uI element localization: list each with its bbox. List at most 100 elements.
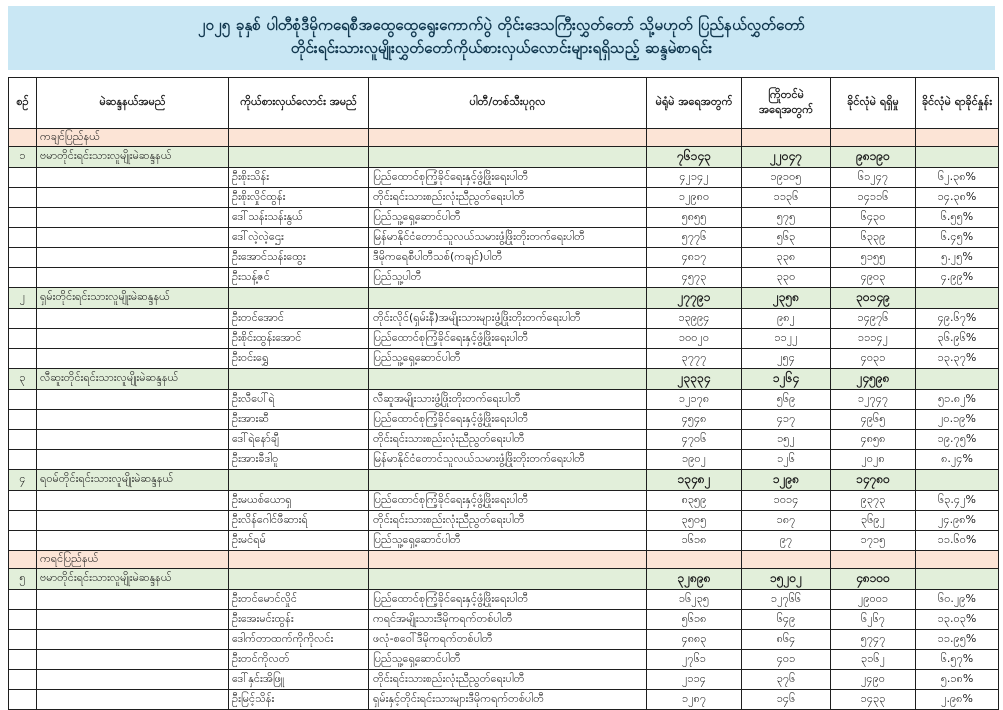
candidate-name-cell: ဒေါ်ရဲနော်ချီ — [228, 428, 369, 450]
valid-votes-cell: ၂၄၉၀ — [830, 668, 916, 690]
party-name-cell: တိုင်းလိုင်(ရှမ်းနီ)အမျိုးသားများဖွံ့ဖြိ… — [368, 307, 647, 329]
serial-cell — [8, 186, 37, 208]
serial-cell — [8, 688, 37, 710]
polling-votes-cell — [646, 549, 742, 569]
candidate-name-cell: ဦးသန့်ဇင် — [228, 266, 369, 288]
percent-cell — [915, 567, 999, 590]
party-name-cell: ပြည်သူ့ရှေ့ဆောင်ပါတီ — [368, 648, 647, 670]
percent-cell: ၃၆.၉၆% — [915, 327, 999, 349]
constituency-name-cell: ရဝမ်တိုင်းရင်းသားလူမျိုးမဲဆန္ဒနယ် — [36, 468, 229, 491]
serial-cell — [8, 549, 37, 569]
candidate-name-cell: ဦးမယစ်ယောရှ — [228, 489, 369, 511]
candidate-row: ဦးတင်ကိုလတ် ပြည်သူ့ရှေ့ဆောင်ပါတီ ၂၇၆၁ ၄၀၁ ၃၁… — [8, 648, 999, 670]
serial-cell: ၃ — [8, 367, 37, 390]
constituency-name-cell — [36, 206, 229, 228]
candidate-cell — [228, 567, 369, 590]
serial-cell: ၁ — [8, 145, 37, 168]
party-name-cell: ပြည်သူ့ရှေ့ဆောင်ပါတီ — [368, 347, 647, 369]
serial-cell — [8, 668, 37, 690]
percent-cell: ၆၂.၃၈% — [915, 166, 999, 188]
serial-cell — [8, 529, 37, 551]
percent-cell — [915, 127, 999, 147]
party-name-cell: တိုင်းရင်းသားစည်းလုံးညီညွတ်ရေးပါတီ — [368, 509, 647, 531]
party-name-cell: ပြည်ထောင်စုကြံ့ခိုင်ရေးနှင့်ဖွံ့ဖြိုးရေး… — [368, 408, 647, 430]
percent-cell: ၁၁.၉၅% — [915, 628, 999, 650]
candidate-name-cell: ဦးတင်မောင်လှိုင် — [228, 588, 369, 610]
serial-cell — [8, 327, 37, 349]
constituency-name-cell: ဗမာတိုင်းရင်းသားလူမျိုးမဲဆန္ဒနယ် — [36, 145, 229, 168]
percent-cell: ၆၃.၄၂% — [915, 489, 999, 511]
advance-votes-cell: ၉၇ — [741, 529, 831, 551]
valid-votes-cell: ၃၆၉၂ — [830, 509, 916, 531]
valid-votes-cell: ၄၈၅၈ — [830, 428, 916, 450]
page-title-line1: ၂၀၂၅ ခုနှစ် ပါတီစုံဒီမိုကရေစီအထွေထွေရွေး… — [197, 16, 806, 34]
constituency-name-cell — [36, 529, 229, 551]
table-header: စဉ် မဲဆန္ဒနယ်အမည် ကိုယ်စားလှယ်လောင်း အမည… — [8, 76, 999, 129]
constituency-name-cell — [36, 307, 229, 329]
candidate-row: ဦးလီပေါ်ရဲ လီဆူအမျိုးသားဖွံ့ဖြိုးတိုးတက်ရ… — [8, 388, 999, 410]
valid-votes-cell: ၂၀၂၈ — [830, 448, 916, 470]
candidate-name-cell: ဦးစိုးလှိုင်ထွန်း — [228, 186, 369, 208]
polling-votes-total-cell: ၂၃၃၃၄ — [646, 367, 742, 390]
constituency-name-cell — [36, 428, 229, 450]
valid-votes-total-cell: ၁၄၇၈၀ — [830, 468, 916, 491]
candidate-name-cell: ဦးလီပေါ်ရဲ — [228, 388, 369, 410]
constituency-name-cell — [36, 509, 229, 531]
candidate-name-cell: ဒေါက်တာထက်ကိုကိုလင်း — [228, 628, 369, 650]
serial-cell — [8, 428, 37, 450]
serial-cell — [8, 648, 37, 670]
valid-votes-cell — [830, 549, 916, 569]
valid-votes-cell: ၁၇၁၅ — [830, 529, 916, 551]
percent-cell — [915, 145, 999, 168]
party-name-cell: ပြည်ထောင်စုကြံ့ခိုင်ရေးနှင့်ဖွံ့ဖြိုးရေး… — [368, 327, 647, 349]
advance-votes-cell: ၈၆၄ — [741, 628, 831, 650]
valid-votes-cell: ၉၃၇၃ — [830, 489, 916, 511]
constituency-name-cell — [36, 688, 229, 710]
constituency-total-row: ၄ရဝမ်တိုင်းရင်းသားလူမျိုးမဲဆန္ဒနယ် ၁၃၄၈၂၁… — [8, 468, 999, 491]
advance-votes-cell: ၁၁၃၆ — [741, 186, 831, 208]
advance-votes-cell: ၆၄၉ — [741, 608, 831, 630]
advance-votes-cell: ၅၆၉ — [741, 388, 831, 410]
constituency-name-cell — [36, 186, 229, 208]
percent-cell: ၄.၉၉% — [915, 266, 999, 288]
page-title-line2: တိုင်းရင်းသားလူမျိုးလွှတ်တော်ကိုယ်စားလှယ… — [290, 39, 713, 58]
percent-cell: ၄၉.၆၇% — [915, 307, 999, 329]
candidate-row: ဦးလိန်ဂေါင်ဖီဆားရ် တိုင်းရင်းသားစည်းလုံးည… — [8, 509, 999, 531]
party-name-cell: ပြည်သူ့ပါတီ — [368, 266, 647, 288]
advance-votes-total-cell: ၁၅၂၀၂ — [741, 567, 831, 590]
valid-votes-total-cell: ၄၈၁၀၀ — [830, 567, 916, 590]
state-row: ကရင်ပြည်နယ် — [8, 549, 999, 569]
percent-cell: ၆.၅၅% — [915, 206, 999, 228]
candidate-name-cell: ဦးတင်ကိုလတ် — [228, 648, 369, 670]
serial-cell — [8, 489, 37, 511]
valid-votes-cell: ၁၄၉၇၆ — [830, 307, 916, 329]
valid-votes-cell: ၆၄၃၀ — [830, 206, 916, 228]
candidate-name-cell: ဦးအေးမင်းထွန်း — [228, 608, 369, 630]
candidate-name-cell: ဦးဝင်းရွှေ — [228, 347, 369, 369]
serial-cell: ၄ — [8, 468, 37, 491]
constituency-name-cell — [36, 266, 229, 288]
advance-votes-cell: ၉၈၂ — [741, 307, 831, 329]
state-name-cell: ကချင်ပြည်နယ် — [36, 127, 229, 147]
candidate-row: ဦးဝင်းရွှေ ပြည်သူ့ရှေ့ဆောင်ပါတီ ၃၇၇၇ ၂၅၄ ၄၀၃… — [8, 347, 999, 369]
serial-cell — [8, 127, 37, 147]
candidate-row: ဒေါ်သန်းသန်းနွယ် ပြည်သူ့ရှေ့ဆောင်ပါတီ ၅၈၅၅… — [8, 206, 999, 228]
polling-votes-cell: ၅၇၇၆ — [646, 226, 742, 248]
advance-votes-cell: ၄၁၇ — [741, 408, 831, 430]
polling-votes-cell: ၅၈၅၅ — [646, 206, 742, 228]
valid-votes-cell: ၁၄၁၁၆ — [830, 186, 916, 208]
candidate-row: ဦးစိုင်းထွန်းအောင် ပြည်ထောင်စုကြံ့ခိုင်ရေ… — [8, 327, 999, 349]
percent-cell: ၈.၂၄% — [915, 448, 999, 470]
polling-votes-cell: ၄၈၁၇ — [646, 246, 742, 268]
polling-votes-cell: ၁၃၉၉၄ — [646, 307, 742, 329]
percent-cell: ၁၃.၃၇% — [915, 347, 999, 369]
candidate-cell — [228, 286, 369, 309]
advance-votes-cell: ၁၈၇ — [741, 509, 831, 531]
polling-votes-cell: ၄၂၁၄၂ — [646, 166, 742, 188]
candidate-row: ဦးအေးမင်းထွန်း ကရင်အမျိုးသားဒီမိုကရက်တစ်ပ… — [8, 608, 999, 630]
valid-votes-cell: ၅၁၅၅ — [830, 246, 916, 268]
valid-votes-cell: ၄၀၃၁ — [830, 347, 916, 369]
percent-cell: ၅.၂၅% — [915, 246, 999, 268]
party-name-cell: တိုင်းရင်းသားစည်းလုံးညီညွတ်ရေးပါတီ — [368, 186, 647, 208]
valid-votes-cell: ၂၉၀၀၁ — [830, 588, 916, 610]
